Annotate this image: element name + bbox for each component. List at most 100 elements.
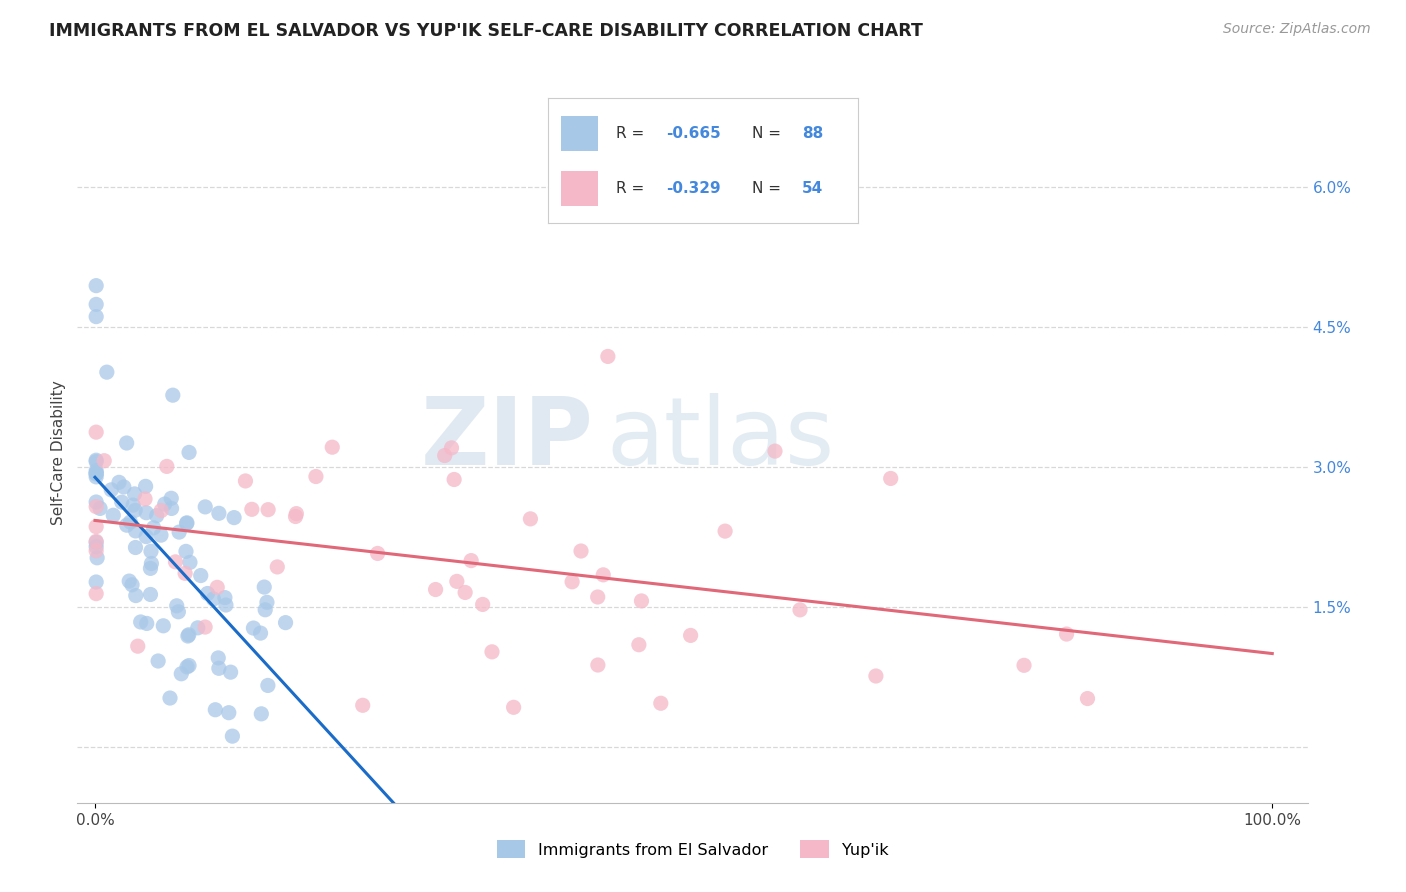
Point [274, 615, 297, 630]
Point [135, 530, 157, 544]
Point [177, 628, 200, 642]
Point [218, 706, 240, 720]
Point [592, 567, 614, 582]
Point [139, 587, 162, 601]
Point [115, 436, 138, 450]
Point [586, 658, 609, 673]
Point [285, 507, 308, 521]
Point [135, 616, 157, 631]
Point [367, 546, 389, 560]
Point [254, 603, 277, 617]
Point [122, 498, 145, 512]
Point [219, 665, 242, 680]
Point [96, 365, 118, 379]
Point [165, 555, 187, 569]
Point [150, 503, 173, 517]
Point [443, 473, 465, 487]
Point [207, 651, 229, 665]
Text: Source: ZipAtlas.com: Source: ZipAtlas.com [1223, 22, 1371, 37]
Text: 88: 88 [801, 126, 824, 141]
Text: ZIP: ZIP [422, 392, 595, 484]
Point [204, 703, 226, 717]
Point [222, 510, 245, 524]
Point [202, 591, 225, 606]
Point [257, 502, 280, 516]
Point [84, 534, 107, 549]
Point [108, 475, 131, 490]
Point [789, 603, 811, 617]
Point [100, 483, 122, 497]
Point [596, 350, 619, 364]
Text: IMMIGRANTS FROM EL SALVADOR VS YUP'IK SELF-CARE DISABILITY CORRELATION CHART: IMMIGRANTS FROM EL SALVADOR VS YUP'IK SE… [49, 22, 924, 40]
Point [446, 574, 468, 589]
Point [240, 502, 263, 516]
Text: atlas: atlas [606, 392, 835, 484]
Point [502, 700, 524, 714]
Point [177, 658, 200, 673]
Point [679, 628, 702, 642]
Point [124, 503, 146, 517]
Point [121, 578, 143, 592]
Point [135, 506, 157, 520]
Text: N =: N = [752, 180, 786, 195]
Point [321, 440, 343, 454]
Point [89, 501, 111, 516]
Point [142, 521, 165, 535]
Point [162, 388, 184, 402]
Point [176, 516, 198, 530]
Point [176, 660, 198, 674]
Point [84, 543, 107, 558]
Point [266, 560, 288, 574]
Point [425, 582, 447, 597]
Point [174, 544, 197, 558]
Point [352, 698, 374, 713]
Point [127, 639, 149, 653]
Point [124, 487, 146, 501]
Point [134, 491, 156, 506]
Point [93, 453, 115, 467]
Point [84, 519, 107, 533]
Bar [561, 116, 598, 151]
Bar [561, 170, 598, 205]
Point [194, 620, 217, 634]
Point [152, 619, 174, 633]
Point [139, 544, 162, 558]
Point [84, 278, 107, 293]
Point [84, 467, 107, 481]
Point [170, 666, 193, 681]
Point [159, 691, 181, 706]
Point [208, 661, 231, 675]
Text: N =: N = [752, 126, 786, 141]
Point [84, 495, 107, 509]
Point [519, 512, 541, 526]
Point [481, 645, 503, 659]
Point [118, 574, 141, 588]
Point [84, 425, 107, 439]
Point [160, 501, 183, 516]
Point [84, 535, 107, 549]
Point [714, 524, 737, 538]
Point [865, 669, 887, 683]
Point [166, 599, 188, 613]
Text: R =: R = [616, 126, 650, 141]
Point [471, 598, 494, 612]
Point [149, 528, 172, 542]
Point [167, 525, 190, 540]
Point [440, 441, 463, 455]
Text: 54: 54 [801, 180, 824, 195]
Point [176, 516, 198, 531]
Point [305, 469, 328, 483]
Point [84, 310, 107, 324]
Point [177, 445, 200, 459]
Point [561, 574, 583, 589]
Text: -0.665: -0.665 [666, 126, 721, 141]
Point [249, 626, 271, 640]
Point [112, 480, 135, 494]
Point [84, 500, 107, 514]
Point [190, 568, 212, 582]
Point [256, 595, 278, 609]
Point [242, 621, 264, 635]
Point [103, 508, 125, 523]
Point [235, 474, 257, 488]
Point [135, 479, 157, 493]
